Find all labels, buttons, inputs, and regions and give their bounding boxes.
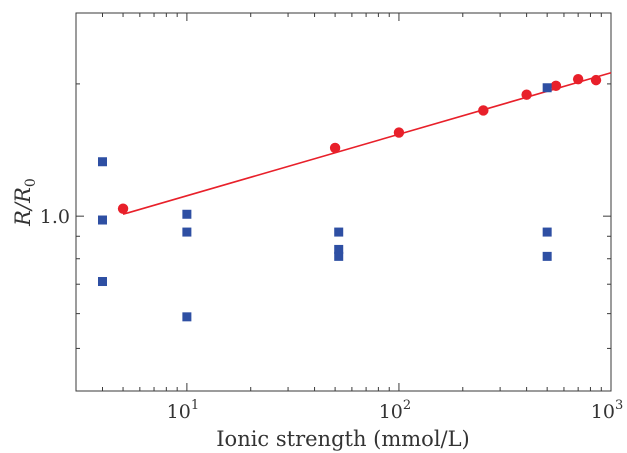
x-tick-label: 101 [167,398,199,423]
blue-square-point [182,209,192,219]
red-circle-point [393,127,405,138]
blue-square-point [542,83,552,93]
blue-square-point [542,227,552,237]
marks-layer [97,73,602,322]
x-axis-label: Ionic strength (mmol/L) [216,427,470,451]
blue-square-point [97,157,107,167]
fit-line-layer [122,72,612,216]
y-axis-label-subscript: 0 [23,178,39,187]
blue-square-point [334,244,344,254]
red-circle-point [478,105,489,116]
red-circle-point [572,73,584,85]
blue-square-point [334,227,344,237]
red-circle-point [521,89,532,100]
x-tick-label: 103 [591,398,623,423]
y-axis-label: R/R0 [11,178,39,227]
red-circle-point [590,74,602,86]
x-tick-label: 102 [379,398,411,423]
blue-square-point [97,277,107,287]
blue-square-point [182,227,192,237]
red-circle-point [117,203,129,214]
y-tick-label: 1.0 [40,206,70,228]
red-circle-point [329,142,341,154]
y-axis-label-main: R/R [11,187,35,227]
blue-square-point [542,251,552,261]
ticks-layer: 101 102 103 1.0 [40,13,623,423]
fit-line [122,72,612,216]
plot-area [75,12,612,392]
blue-square-point [97,215,107,225]
blue-square-point [182,312,192,322]
blue-square-point [334,251,344,261]
red-circle-point [550,80,562,92]
